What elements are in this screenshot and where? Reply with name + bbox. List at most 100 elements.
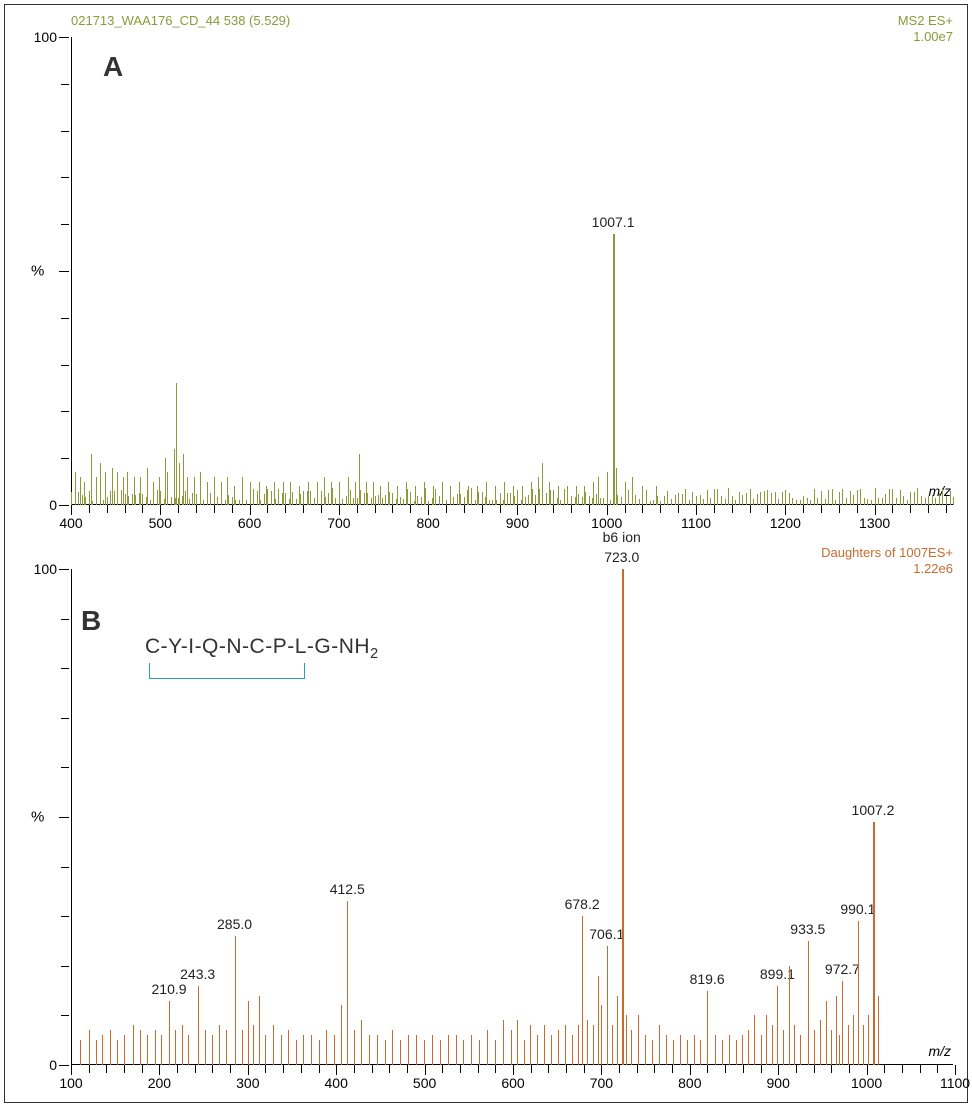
- y-tick-label: 100: [34, 29, 71, 45]
- spectrum-peak: [207, 482, 208, 505]
- spectrum-peak: [794, 1025, 795, 1065]
- spectrum-peak: [385, 1040, 386, 1065]
- spectrum-peak: [303, 1035, 304, 1065]
- spectrum-peak: [622, 569, 624, 1065]
- spectrum-peak: [433, 486, 434, 505]
- spectrum-peak: [296, 1040, 297, 1065]
- spectrum-peak: [308, 482, 309, 505]
- spectrum-peak: [732, 496, 733, 505]
- spectrum-peak: [226, 1030, 227, 1065]
- spectrum-peak: [707, 991, 708, 1065]
- spectrum-peak: [348, 477, 349, 505]
- spectrum-peak: [221, 482, 222, 505]
- panel-a: 021713_WAA176_CD_44 538 (5.529) MS2 ES+ …: [15, 13, 957, 533]
- spectrum-peak: [283, 482, 284, 505]
- spectrum-peak: [369, 1035, 370, 1065]
- spectrum-peak: [319, 1040, 320, 1065]
- spectrum-peak: [522, 486, 523, 505]
- spectrum-peak: [537, 1035, 538, 1065]
- spectrum-peak: [858, 921, 859, 1065]
- spectrum-peak: [89, 1030, 90, 1065]
- spectrum-peak: [242, 477, 243, 505]
- spectrum-peak: [140, 1030, 141, 1065]
- spectrum-peak: [380, 486, 381, 505]
- spectrum-peak: [486, 482, 487, 505]
- spectrum-peak: [617, 996, 618, 1065]
- spectrum-peak: [127, 472, 128, 505]
- spectrum-peak: [147, 468, 148, 505]
- spectrum-peak: [432, 1035, 433, 1065]
- spectrum-peak: [91, 454, 92, 505]
- spectrum-peak: [459, 482, 460, 505]
- spectrum-peak: [75, 472, 76, 505]
- spectrum-peak: [694, 1035, 695, 1065]
- spectrum-peak: [161, 1035, 162, 1065]
- spectrum-peak: [355, 482, 356, 505]
- spectrum-peak: [530, 1025, 531, 1065]
- spectrum-peak: [174, 449, 175, 505]
- spectrum-peak: [219, 1025, 220, 1065]
- spectrum-peak: [341, 1005, 342, 1065]
- spectrum-peak: [578, 1025, 579, 1065]
- panel-a-chart: % m/z 0100400500600700800900100011001200…: [71, 37, 953, 505]
- spectrum-peak: [400, 1040, 401, 1065]
- spectrum-peak: [593, 1025, 594, 1065]
- spectrum-peak: [910, 496, 911, 505]
- spectrum-peak: [471, 1035, 472, 1065]
- spectrum-peak: [652, 1040, 653, 1065]
- spectrum-peak: [416, 1035, 417, 1065]
- spectrum-peak: [105, 472, 106, 505]
- spectrum-peak: [124, 1035, 125, 1065]
- y-axis-label: %: [31, 263, 44, 280]
- spectrum-peak: [187, 477, 188, 505]
- spectrum-peak: [656, 486, 657, 505]
- spectrum-peak: [750, 496, 751, 505]
- spectrum-peak: [800, 1035, 801, 1065]
- spectrum-peak: [317, 482, 318, 505]
- peak-annotation: b6 ion: [603, 529, 641, 545]
- spectrum-peak: [558, 1030, 559, 1065]
- figure-frame: 021713_WAA176_CD_44 538 (5.529) MS2 ES+ …: [4, 4, 968, 1103]
- spectrum-peak: [680, 1035, 681, 1065]
- spectrum-peak: [613, 234, 615, 505]
- spectrum-peak: [503, 1020, 504, 1065]
- spectrum-peak: [188, 1035, 189, 1065]
- spectrum-peak: [463, 1040, 464, 1065]
- spectrum-peak: [147, 1035, 148, 1065]
- spectrum-peak: [538, 477, 539, 505]
- peak-label: 1007.2: [852, 802, 895, 818]
- spectrum-peak: [200, 472, 201, 505]
- spectrum-peak: [290, 482, 291, 505]
- spectrum-peak: [176, 383, 177, 505]
- spectrum-peak: [632, 477, 633, 505]
- spectrum-peak: [102, 1035, 103, 1065]
- spectrum-peak: [504, 482, 505, 505]
- spectrum-peak: [248, 1001, 249, 1065]
- spectrum-peak: [324, 477, 325, 505]
- spectrum-peak: [645, 1035, 646, 1065]
- spectrum-peak: [839, 1035, 840, 1065]
- panel-a-mode: MS2 ES+: [898, 13, 953, 28]
- spectrum-peak: [582, 916, 583, 1065]
- spectrum-peak: [892, 496, 893, 505]
- spectrum-peak: [123, 477, 124, 505]
- spectrum-peak: [767, 496, 768, 505]
- spectrum-peak: [392, 1030, 393, 1065]
- spectrum-peak: [612, 1025, 613, 1065]
- peak-label: 243.3: [180, 966, 215, 982]
- spectrum-peak: [857, 496, 858, 505]
- spectrum-peak: [96, 1040, 97, 1065]
- spectrum-peak: [373, 482, 374, 505]
- spectrum-peak: [253, 1025, 254, 1065]
- peak-label: 412.5: [330, 881, 365, 897]
- spectrum-peak: [820, 1020, 821, 1065]
- spectrum-peak: [495, 486, 496, 505]
- spectrum-peak: [511, 1030, 512, 1065]
- spectrum-peak: [826, 1001, 827, 1065]
- spectrum-peak: [339, 482, 340, 505]
- spectrum-peak: [175, 1030, 176, 1065]
- spectrum-peak: [408, 1035, 409, 1065]
- spectrum-peak: [424, 482, 425, 505]
- spectrum-peak: [326, 1030, 327, 1065]
- spectrum-peak: [477, 486, 478, 505]
